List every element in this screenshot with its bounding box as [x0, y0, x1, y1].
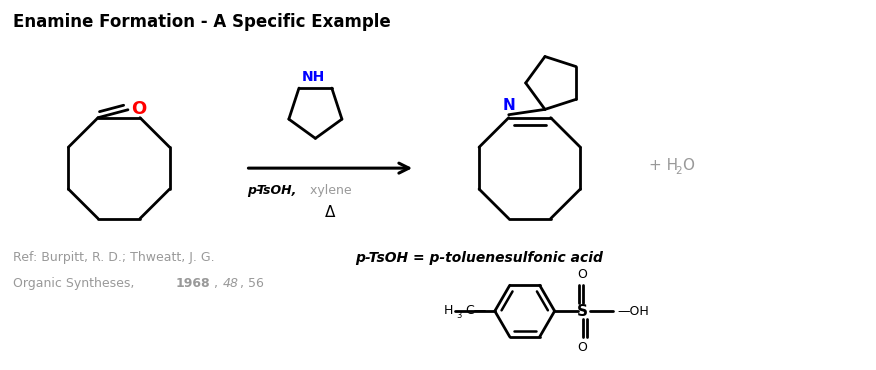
Text: Ref: Burpitt, R. D.; Thweatt, J. G.: Ref: Burpitt, R. D.; Thweatt, J. G.	[13, 252, 215, 265]
Text: O: O	[131, 100, 146, 118]
Text: N: N	[502, 98, 515, 113]
Text: Δ: Δ	[325, 205, 336, 220]
Text: H: H	[443, 303, 453, 317]
Text: S: S	[577, 303, 588, 319]
Text: O: O	[577, 268, 588, 281]
Text: 1968: 1968	[176, 277, 210, 290]
Text: p-TsOH = p-toluenesulfonic acid: p-TsOH = p-toluenesulfonic acid	[356, 252, 604, 266]
Text: 48: 48	[223, 277, 238, 290]
Text: + H: + H	[649, 158, 678, 173]
Text: O: O	[682, 158, 694, 173]
Text: C—: C—	[465, 303, 486, 317]
Text: Enamine Formation - A Specific Example: Enamine Formation - A Specific Example	[13, 13, 391, 31]
Text: O: O	[577, 341, 588, 354]
Text: ,: ,	[214, 277, 222, 290]
Text: p-: p-	[248, 184, 262, 197]
Text: 2: 2	[675, 166, 682, 176]
Text: 3: 3	[456, 310, 462, 320]
Text: , 56: , 56	[240, 277, 264, 290]
Text: TsOH,: TsOH,	[257, 184, 297, 197]
Text: NH: NH	[302, 70, 325, 84]
Text: —OH: —OH	[618, 305, 649, 317]
Text: xylene: xylene	[307, 184, 352, 197]
Text: Organic Syntheses,: Organic Syntheses,	[13, 277, 138, 290]
